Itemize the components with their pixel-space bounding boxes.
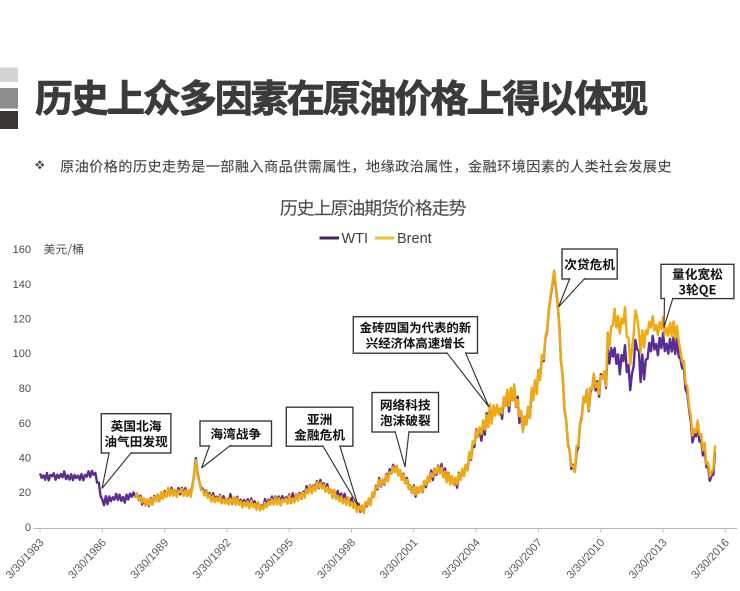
svg-text:120: 120 xyxy=(13,314,31,326)
svg-text:160: 160 xyxy=(13,244,31,256)
svg-text:40: 40 xyxy=(19,453,31,465)
svg-text:WTI: WTI xyxy=(342,231,369,247)
svg-text:140: 140 xyxy=(13,279,31,291)
svg-text:0: 0 xyxy=(25,522,31,534)
svg-text:100: 100 xyxy=(13,348,31,360)
svg-text:20: 20 xyxy=(19,487,31,499)
svg-text:60: 60 xyxy=(19,418,31,430)
svg-text:Brent: Brent xyxy=(397,231,432,247)
svg-text:80: 80 xyxy=(19,383,31,395)
